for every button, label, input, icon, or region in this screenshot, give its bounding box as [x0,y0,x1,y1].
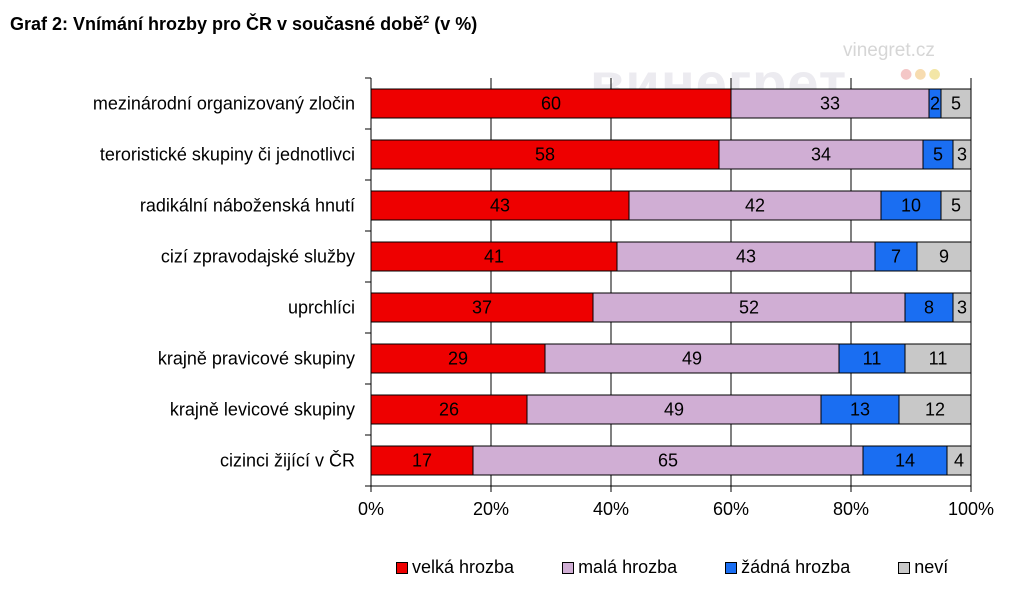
x-tick-label: 60% [713,499,749,519]
bar-velka-hrozba [370,394,528,425]
data-label: 42 [745,196,765,216]
bar-zadna-hrozba [904,292,954,323]
legend-item-nevi: neví [898,557,948,578]
data-label: 37 [472,298,492,318]
watermark-text: vinegret.cz [843,40,935,61]
data-label: 3 [957,298,967,318]
legend-label-nevi: neví [914,557,949,577]
data-label: 34 [811,145,831,165]
data-label: 17 [412,451,432,471]
data-label: 5 [951,196,961,216]
x-tick-label: 80% [833,499,869,519]
bar-nevi [952,292,972,323]
bar-velka-hrozba [370,292,594,323]
data-label: 12 [925,400,945,420]
chart-title: Graf 2: Vnímání hrozby pro ČR v současné… [10,14,478,34]
legend-item-zadna: žádná hrozba [725,557,850,578]
data-label: 49 [664,400,684,420]
bar-mala-hrozba [526,394,822,425]
category-label: cizinci žijící v ČR [220,450,355,471]
bar-zadna-hrozba [820,394,900,425]
category-label: krajně pravicové skupiny [158,349,355,369]
bar-mala-hrozba [472,445,864,476]
bar-zadna-hrozba [874,241,918,272]
data-label: 41 [484,247,504,267]
legend-label-zadna: žádná hrozba [741,557,851,577]
bar-zadna-hrozba [922,139,954,170]
x-tick-label: 40% [593,499,629,519]
bar-velka-hrozba [370,343,546,374]
data-label: 43 [490,196,510,216]
legend-swatch-nevi [898,561,911,574]
bar-zadna-hrozba [862,445,948,476]
bar-mala-hrozba [628,190,882,221]
data-label: 11 [929,349,948,369]
bar-velka-hrozba [370,445,474,476]
data-label: 49 [682,349,702,369]
data-label: 9 [939,247,949,267]
data-label: 3 [957,145,967,165]
legend-swatch-zadna [725,561,738,574]
data-label: 5 [933,145,943,165]
data-label: 10 [901,196,921,216]
bar-mala-hrozba [730,88,930,119]
data-label: 2 [930,94,940,114]
legend-label-velka: velká hrozba [412,557,515,577]
data-label: 7 [891,247,901,267]
legend-item-velka: velká hrozba [396,557,514,578]
data-label: 58 [535,145,555,165]
category-label: cizí zpravodajské služby [161,247,355,267]
data-label: 29 [448,349,468,369]
x-tick-label: 20% [473,499,509,519]
bar-mala-hrozba [718,139,924,170]
bar-nevi [946,445,972,476]
legend: velká hrozba malá hrozba žádná hrozba ne… [396,557,948,578]
bar-mala-hrozba [544,343,840,374]
legend-item-mala: malá hrozba [562,557,677,578]
category-label: mezinárodní organizovaný zločin [93,94,355,114]
data-label: 13 [850,400,870,420]
bar-mala-hrozba [616,241,876,272]
bar-nevi [898,394,972,425]
category-label: uprchlíci [288,298,355,318]
watermark-dots: ●●● [900,66,943,82]
x-tick-label: 0% [358,499,384,519]
bar-nevi [904,343,972,374]
data-label: 14 [895,451,915,471]
category-label: teroristické skupiny či jednotlivci [100,145,355,165]
data-label: 65 [658,451,678,471]
bar-nevi [916,241,972,272]
data-label: 52 [739,298,759,318]
bar-nevi [940,190,972,221]
bar-velka-hrozba [370,139,720,170]
data-label: 33 [820,94,840,114]
data-label: 26 [439,400,459,420]
legend-label-mala: malá hrozba [578,557,678,577]
legend-swatch-mala [562,561,575,574]
bar-velka-hrozba [370,190,630,221]
bar-nevi [940,88,972,119]
data-label: 4 [954,451,964,471]
data-label: 60 [541,94,561,114]
x-tick-label: 100% [948,499,994,519]
bar-zadna-hrozba [838,343,906,374]
category-label: krajně levicové skupiny [170,400,355,420]
bar-mala-hrozba [592,292,906,323]
data-label: 43 [736,247,756,267]
bar-zadna-hrozba [880,190,942,221]
data-label: 8 [924,298,934,318]
data-label: 5 [951,94,961,114]
bar-nevi [952,139,972,170]
category-label: radikální náboženská hnutí [140,196,355,216]
bar-velka-hrozba [370,241,618,272]
data-label: 11 [863,349,882,369]
legend-swatch-velka [396,561,408,574]
